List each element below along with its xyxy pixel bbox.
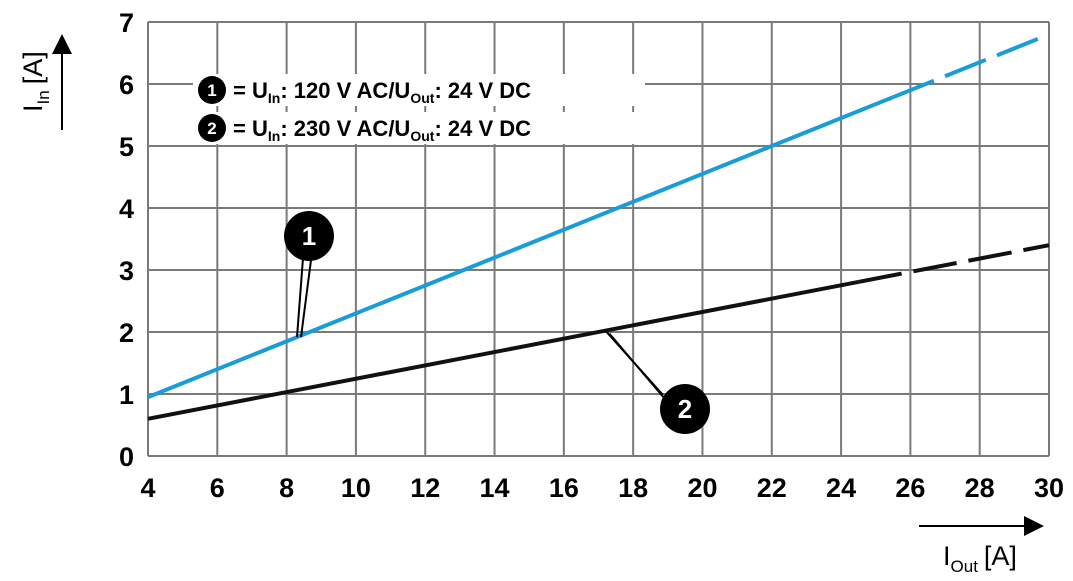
legend: 1 = UIn: 120 V AC/UOut: 24 V DC 2 = UIn: 23…	[193, 74, 645, 144]
annotations: 12	[284, 211, 710, 434]
series-2-extrapolated-line	[858, 243, 1050, 284]
x-tick-label: 10	[341, 473, 371, 503]
y-tick-label: 6	[119, 70, 134, 100]
x-tick-label: 14	[480, 473, 510, 503]
legend-marker-2	[198, 114, 226, 142]
callout-marker-2	[660, 384, 710, 434]
callout-label-2: 2	[678, 394, 692, 424]
x-tick-label: 28	[965, 473, 995, 503]
x-tick-label: 18	[618, 473, 648, 503]
legend-entry-2: = UIn: 230 V AC/UOut: 24 V DC	[233, 116, 531, 144]
x-tick-label: 20	[687, 473, 717, 503]
legend-background	[193, 112, 645, 144]
legend-entry-1: = UIn: 120 V AC/UOut: 24 V DC	[233, 78, 531, 106]
series-2-line	[147, 279, 859, 421]
callout-leader-2	[604, 329, 666, 400]
x-tick-label: 16	[549, 473, 579, 503]
x-tick-label: 26	[895, 473, 925, 503]
y-tick-label: 4	[119, 194, 134, 224]
y-tick-label: 3	[119, 256, 134, 286]
series-1-extrapolated-line	[892, 32, 1050, 100]
x-tick-label: 6	[210, 473, 225, 503]
y-tick-label: 1	[119, 380, 134, 410]
series-1-line	[147, 95, 894, 399]
legend-marker-label: 1	[207, 81, 216, 100]
y-tick-label: 7	[119, 8, 134, 38]
y-tick-label: 5	[119, 132, 134, 162]
callout-marker-1	[284, 211, 334, 261]
series-layer	[147, 32, 1050, 421]
x-axis-label: IOut [A]	[943, 541, 1017, 576]
y-tick-label: 0	[119, 442, 134, 472]
legend-marker-label: 2	[207, 119, 216, 138]
callout-label-1: 1	[302, 221, 316, 251]
x-tick-label: 8	[279, 473, 294, 503]
legend-marker-1	[198, 76, 226, 104]
x-tick-label: 4	[140, 473, 155, 503]
y-tick-label: 2	[119, 318, 134, 348]
legend-background	[193, 74, 645, 106]
y-axis-label: IIn[A]	[18, 51, 53, 112]
x-tick-label: 30	[1034, 473, 1064, 503]
x-tick-label: 22	[757, 473, 787, 503]
x-tick-label: 12	[410, 473, 440, 503]
callout-leader-1	[296, 257, 312, 338]
axis-labels: IOut [A] IIn[A]	[18, 34, 1044, 576]
x-tick-label: 24	[826, 473, 856, 503]
